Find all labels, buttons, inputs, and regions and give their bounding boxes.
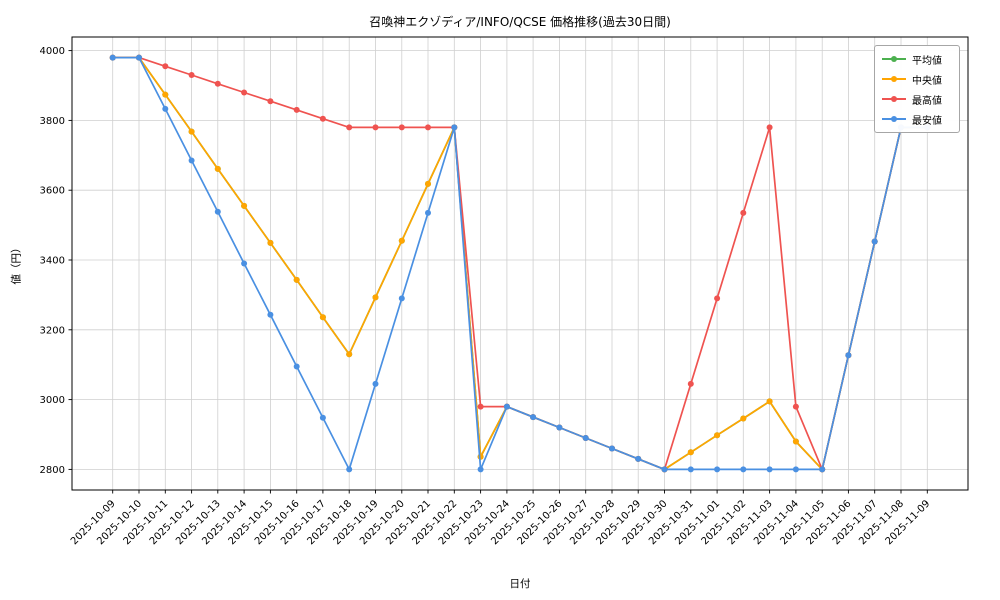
series-marker-max [319,115,326,122]
series-marker-median [398,237,405,244]
series-marker-min [425,209,431,216]
series-marker-min [740,466,747,473]
series-line-min [112,56,928,471]
series-marker-median [267,239,274,246]
series-marker-min [503,403,510,410]
y-tick-label: 3800 [40,116,65,127]
series-marker-min [845,352,852,359]
legend-item-max: 最高値 [882,91,952,107]
series-marker-median [241,202,248,209]
series-marker-min [451,124,458,131]
y-tick-label: 2800 [40,465,65,476]
series-marker-max [214,80,221,87]
series-marker-median [162,91,169,98]
y-tick-label: 4000 [40,46,65,57]
series-marker-min [661,466,668,473]
series-marker-max [162,63,169,70]
series-marker-median [346,351,353,358]
series-marker-max [398,124,405,131]
series-marker-min [871,238,878,245]
y-axis-label: 値（円） [10,242,23,285]
series-marker-median [188,128,195,135]
legend-swatch-max-icon [882,94,906,104]
series-marker-max [425,124,431,131]
series-marker-min [609,445,615,452]
series-marker-max [267,98,274,105]
series-marker-min [267,311,274,318]
series-marker-min [319,414,326,421]
series-marker-min [398,295,405,302]
series-marker-median [425,180,431,187]
series-marker-median [714,432,721,439]
series-marker-min [766,466,773,473]
series-marker-median [687,449,694,456]
legend-swatch-average-icon [882,54,906,64]
legend-label-max: 最高値 [912,95,942,107]
series-marker-min [556,424,563,431]
series-marker-min [819,466,826,473]
series-marker-max [477,403,484,410]
series-marker-median [293,276,300,283]
series-marker-min [477,466,484,473]
series-marker-min [162,105,169,112]
series-marker-min [582,435,589,441]
series-marker-max [714,295,721,302]
series-marker-min [136,54,142,61]
series-marker-min [530,414,537,421]
legend-label-min: 最安値 [912,115,942,127]
series-marker-min [792,466,799,473]
series-marker-min [214,208,221,215]
x-tick-label: 2025-10-09 [69,498,118,547]
series-marker-max [188,72,195,78]
legend-swatch-median-icon [882,74,906,84]
legend-swatch-min-icon [882,114,906,124]
y-tick-label: 3400 [40,256,65,267]
series-marker-max [372,124,379,131]
chart-title: 召喚神エクゾディア/INFO/QCSE 価格推移(過去30日間) [369,15,671,29]
series-marker-min [241,260,248,267]
series-marker-max [293,106,300,113]
series-marker-median [372,294,379,301]
series-marker-max [241,89,248,96]
series-marker-min [687,466,694,473]
y-tick-label: 3600 [40,186,65,197]
series-marker-max [792,403,799,410]
series-marker-median [319,314,326,321]
series-marker-min [188,157,195,164]
series-marker-max [766,124,773,131]
series-marker-median [214,165,221,172]
legend-label-average: 平均値 [912,55,942,67]
legend-label-median: 中央値 [912,75,942,87]
y-tick-label: 3200 [40,325,65,336]
y-tick-label: 3000 [40,395,65,406]
series-marker-median [792,438,799,445]
plot-border [71,36,969,491]
series-marker-min [293,363,300,370]
legend-item-min: 最安値 [882,111,952,127]
series-marker-min [346,466,353,473]
series-marker-median [766,398,773,405]
series-marker-min [635,455,642,462]
series-line-average [112,56,928,471]
legend: 平均値 中央値 最高値 最安値 [874,45,960,133]
series-marker-max [346,124,353,131]
series-line-max [112,56,928,471]
series-marker-min [372,380,379,387]
series-marker-min [714,466,721,473]
series-marker-median [740,415,747,422]
series-marker-max [687,380,694,387]
series-marker-min [109,54,116,61]
series-line-median [112,56,928,471]
legend-item-median: 中央値 [882,71,952,87]
legend-item-average: 平均値 [882,51,952,67]
series-marker-max [740,209,747,216]
x-axis-label: 日付 [509,578,531,590]
